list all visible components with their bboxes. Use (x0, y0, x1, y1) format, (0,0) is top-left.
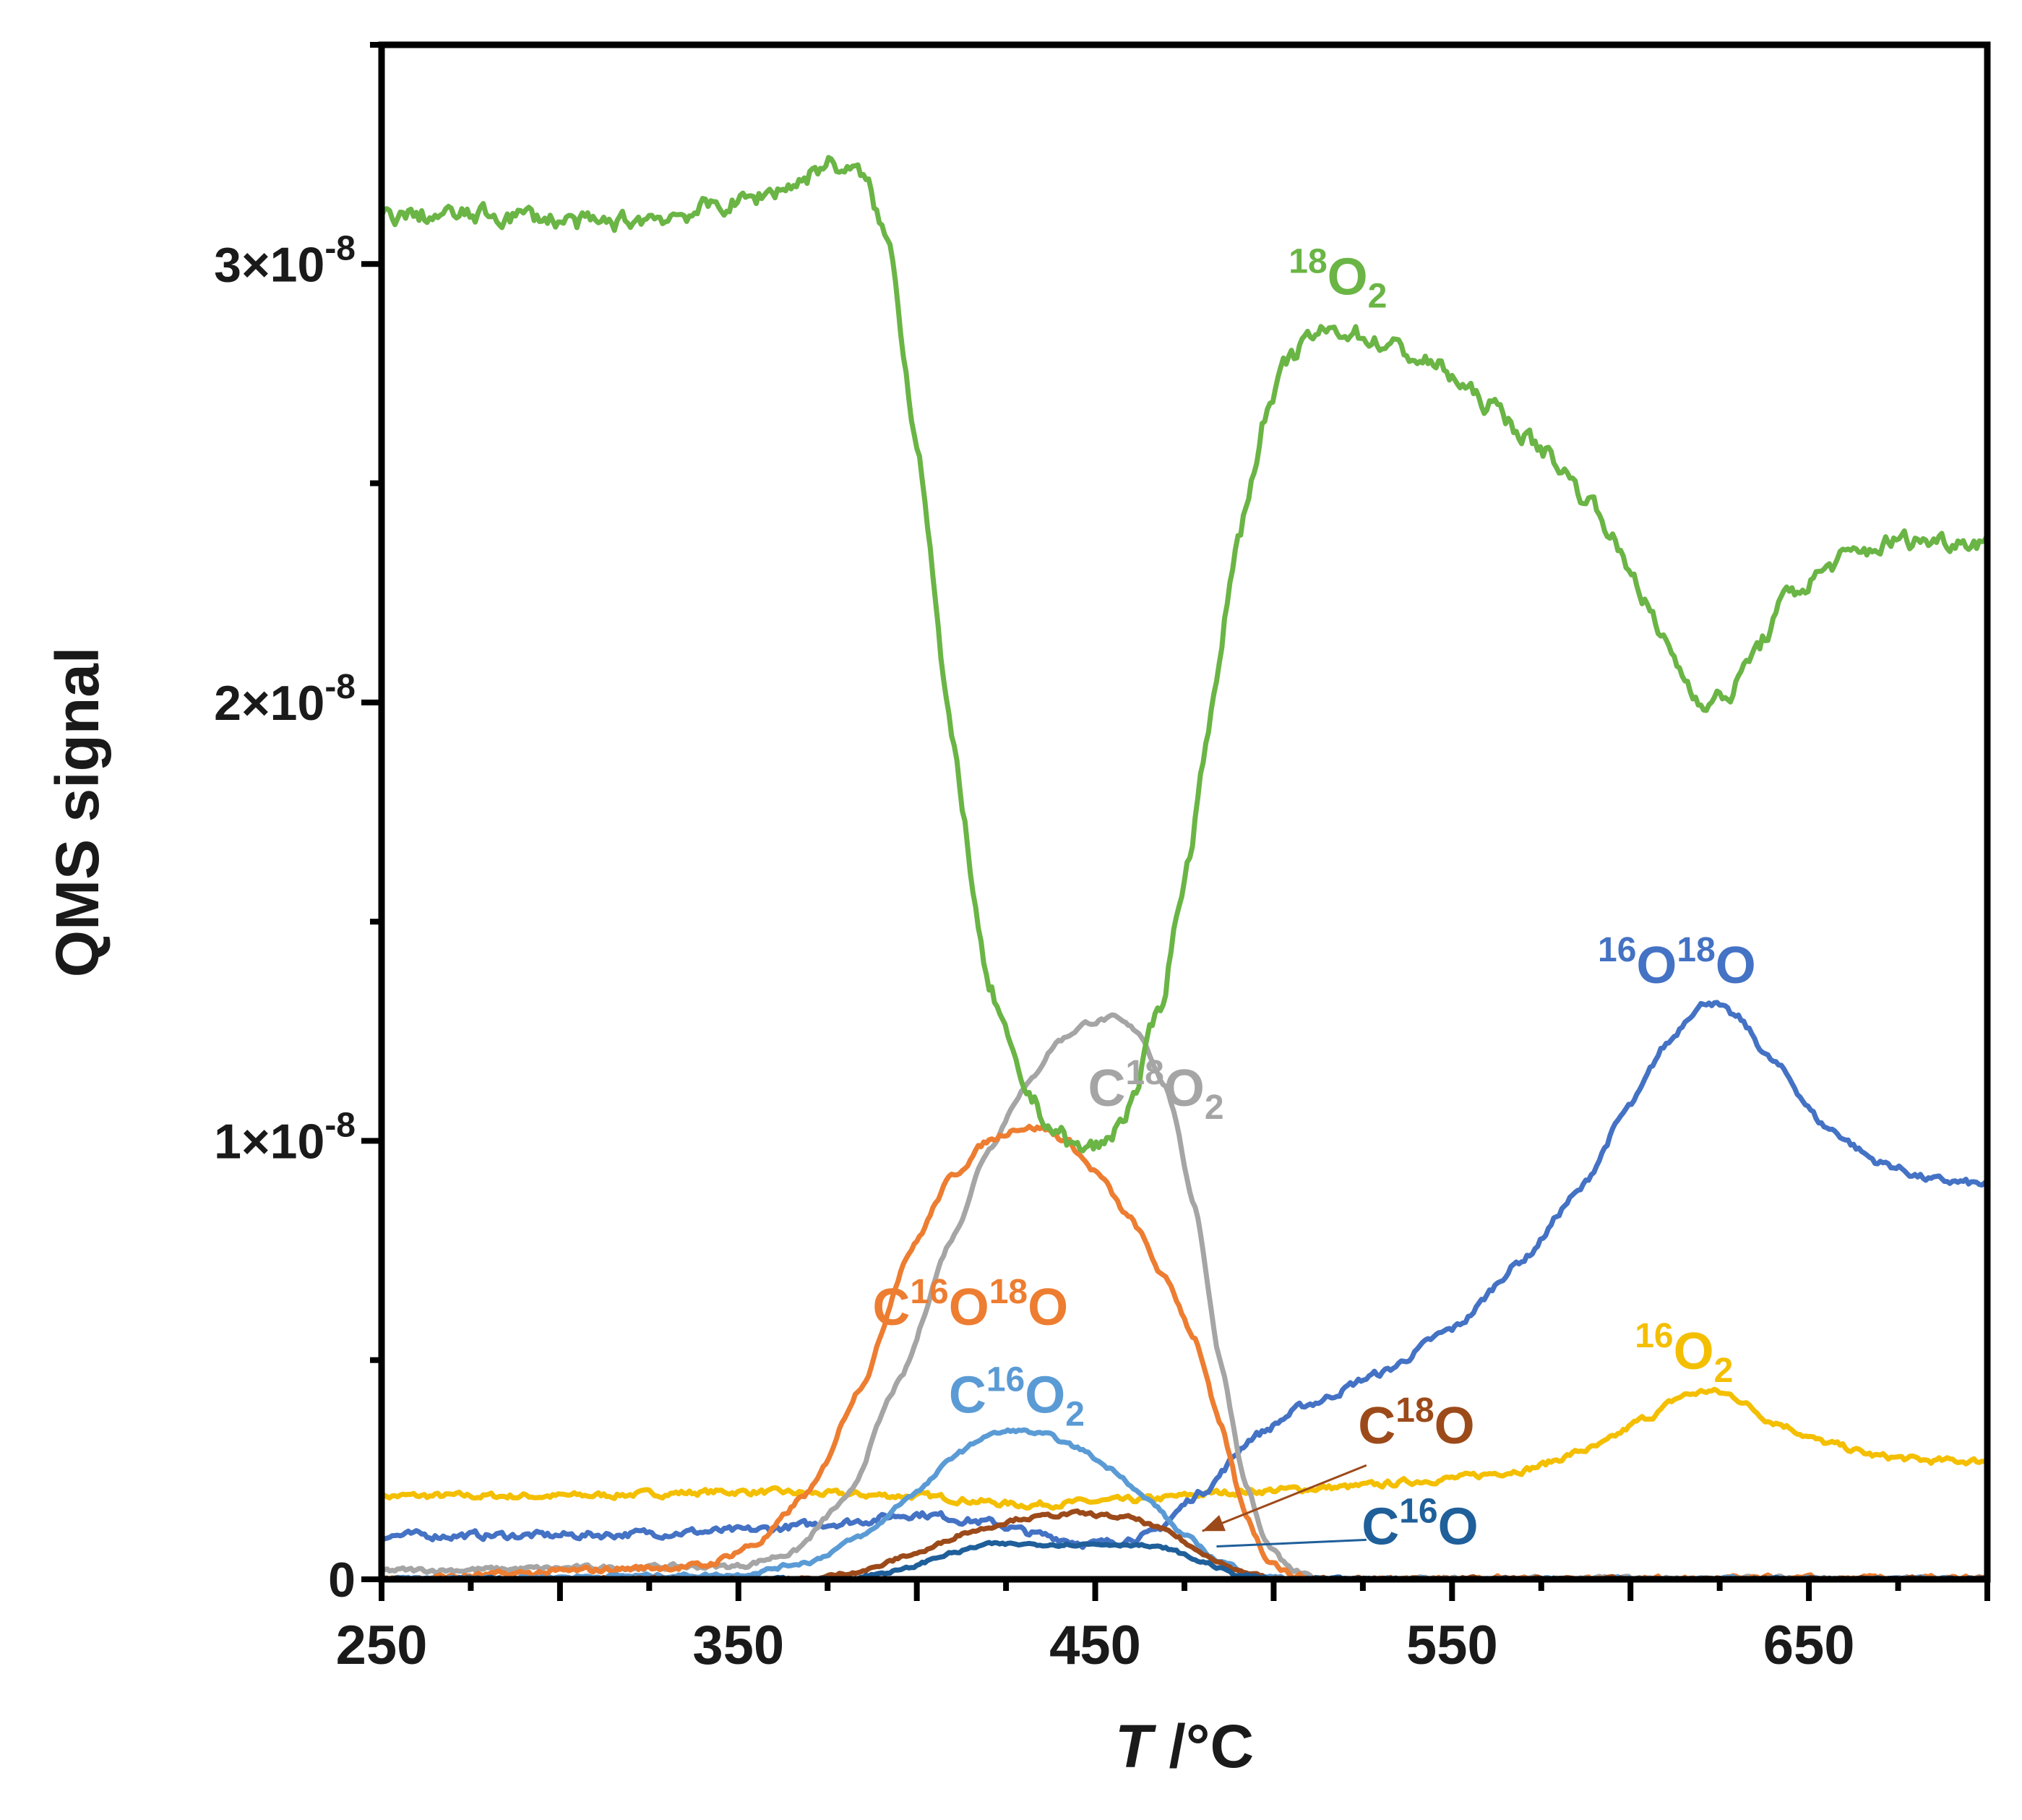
x-tick-label: 350 (692, 1615, 784, 1676)
x-tick-label: 650 (1763, 1615, 1855, 1676)
c16o-leader-line (1216, 1538, 1367, 1548)
label-c18o: C18O (1358, 1391, 1474, 1455)
y-axis-title: QMS signal (43, 647, 111, 977)
tick-layer: 250 350 450 550 650 0 1×10-8 2×10-8 3×10-8 (214, 42, 1990, 1676)
label-18o2: 18O2 (1289, 243, 1387, 316)
y-tick-label: 2×10-8 (214, 668, 356, 731)
series-line-16o2 (379, 1386, 1988, 1511)
label-16o18o: 16O18O (1598, 931, 1756, 995)
label-16o2: 16O2 (1635, 1317, 1733, 1390)
label-c18o2: C18O2 (1088, 1054, 1223, 1127)
x-axis-title-variable: T (1115, 1712, 1157, 1780)
label-c16o18o: C16O18O (872, 1273, 1068, 1336)
label-c16o: C16O (1361, 1492, 1478, 1555)
series-line-18o2 (379, 155, 1990, 1154)
y-tick-label: 0 (328, 1553, 356, 1607)
y-tick-label: 1×10-8 (214, 1106, 356, 1169)
x-axis-title: T /°C (1115, 1712, 1254, 1780)
series-line-16o18o (379, 1000, 1989, 1550)
label-c16o2: C16O2 (949, 1361, 1085, 1434)
c18o-arrow-leader (1202, 1464, 1367, 1532)
y-tick-label: 3×10-8 (214, 229, 356, 292)
x-tick-label: 450 (1049, 1615, 1141, 1676)
c18o-arrowhead (1202, 1515, 1226, 1532)
annotation-layer: 18O2 C18O2 16O18O C16O18O C16O2 C18O 16O2 C16O (872, 243, 1755, 1556)
x-tick-label: 250 (336, 1615, 428, 1676)
x-axis-title-unit: /°C (1152, 1712, 1254, 1780)
x-tick-label: 550 (1406, 1615, 1498, 1676)
